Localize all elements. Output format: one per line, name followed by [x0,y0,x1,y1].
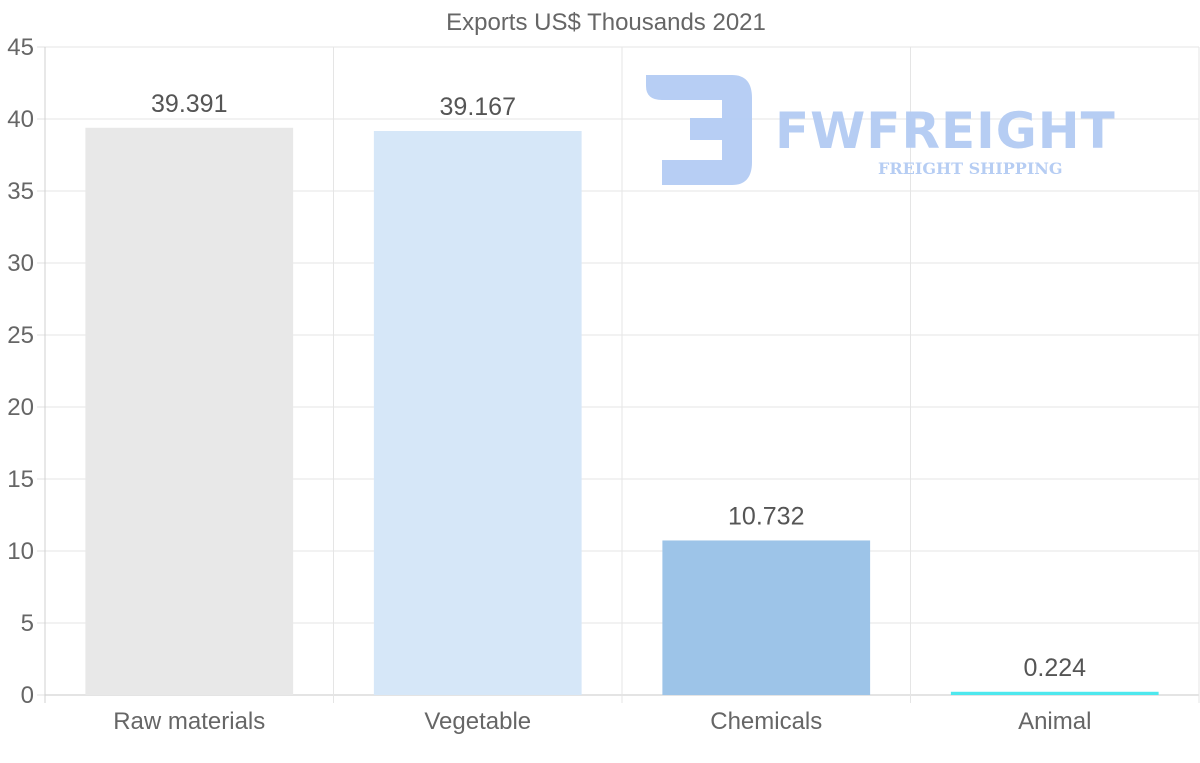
y-tick-label: 20 [7,394,34,421]
y-tick-label: 15 [7,466,34,493]
bar-value-label: 10.732 [728,502,804,530]
bar-animal[interactable] [950,691,1159,695]
watermark-logo: FWFREIGHT FREIGHT SHIPPING [646,75,1116,185]
bar-raw-materials[interactable] [85,127,294,696]
watermark-brand: FWFREIGHT [775,102,1116,160]
y-tick-label: 45 [7,34,34,61]
x-axis-ticks: Raw materials Vegetable Chemicals Animal [113,708,1091,735]
y-tick-label: 25 [7,322,34,349]
y-tick-label: 35 [7,178,34,205]
bar-value-label: 39.167 [440,93,516,121]
x-tick-label: Chemicals [710,708,822,735]
y-tick-label: 40 [7,106,34,133]
y-tick-label: 30 [7,250,34,277]
watermark-logo-icon [646,75,752,185]
x-tick-label: Raw materials [113,708,265,735]
x-tick-label: Animal [1018,708,1091,735]
y-tick-label: 10 [7,538,34,565]
chart-title: Exports US$ Thousands 2021 [446,9,766,36]
y-tick-label: 5 [21,610,34,637]
bars: 39.391 39.167 10.732 0.224 [85,90,1159,696]
bar-vegetable[interactable] [373,130,582,696]
y-tick-label: 0 [21,682,34,709]
y-axis-ticks: 0 5 10 15 20 25 30 35 40 45 [7,34,34,709]
bar-value-label: 39.391 [151,90,227,118]
bar-value-label: 0.224 [1023,654,1086,682]
watermark-tagline: FREIGHT SHIPPING [878,159,1063,178]
x-tick-label: Vegetable [424,708,531,735]
bar-chemicals[interactable] [662,540,871,695]
